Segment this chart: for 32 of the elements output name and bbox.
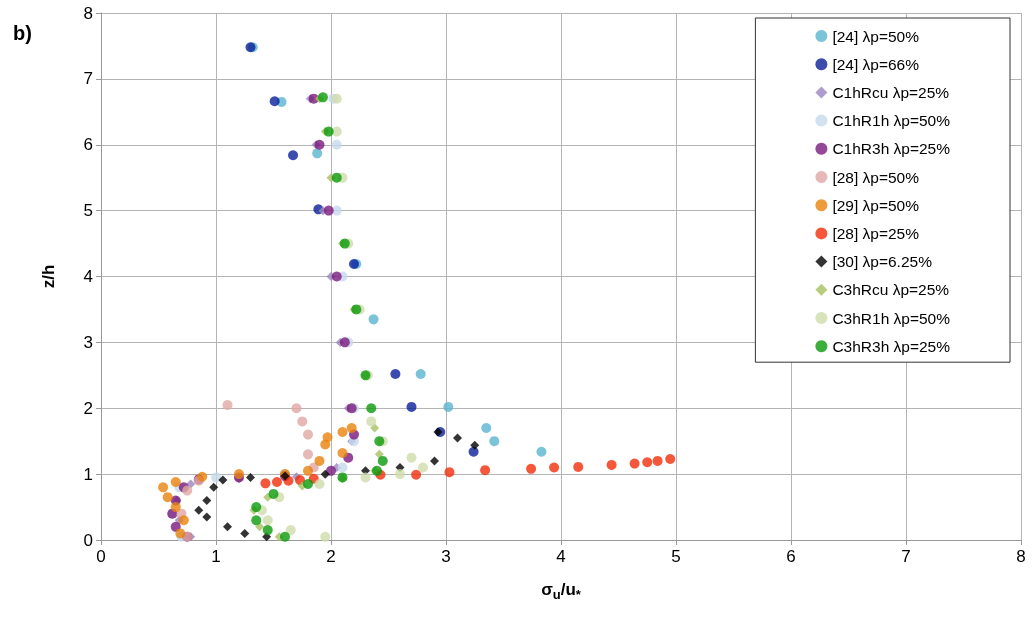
y-axis-title: z/h bbox=[39, 264, 58, 289]
x-tick-label: 6 bbox=[786, 547, 796, 566]
legend-label: [30] λp=6.25% bbox=[832, 253, 933, 271]
legend-label: C3hRcu λp=25% bbox=[832, 281, 950, 299]
y-tick-label: 7 bbox=[83, 69, 93, 89]
y-tick-label: 0 bbox=[83, 530, 93, 550]
legend-label: C1hR1h λp=50% bbox=[832, 112, 951, 130]
legend-label: C1hR3h λp=25% bbox=[832, 140, 951, 158]
legend-label: [28] λp=25% bbox=[832, 224, 920, 242]
y-tick-label: 3 bbox=[83, 332, 93, 352]
x-tick-label: 2 bbox=[326, 547, 336, 566]
x-tick-label: 8 bbox=[1016, 547, 1026, 566]
legend-label: [28] λp=50% bbox=[832, 168, 920, 186]
x-tick-label: 5 bbox=[671, 547, 681, 566]
x-tick-label: 4 bbox=[556, 547, 566, 566]
y-tick-label: 2 bbox=[83, 398, 93, 418]
y-tick-label: 6 bbox=[83, 135, 93, 155]
y-tick-label: 4 bbox=[83, 267, 93, 286]
legend-label: C3hR1h λp=50% bbox=[832, 309, 951, 327]
y-tick-label: 5 bbox=[83, 201, 93, 221]
legend-label: C3hR3h λp=25% bbox=[832, 337, 951, 355]
x-tick-label: 1 bbox=[211, 547, 221, 566]
legend-label: [24] λp=50% bbox=[832, 27, 920, 45]
legend-label: C1hRcu λp=25% bbox=[832, 83, 950, 101]
x-tick-label: 0 bbox=[96, 547, 106, 566]
x-tick-label: 3 bbox=[441, 547, 451, 566]
y-tick-label: 1 bbox=[83, 464, 93, 484]
chart-title: b) bbox=[13, 22, 32, 44]
y-tick-label: 8 bbox=[83, 3, 93, 23]
legend-label: [29] λp=50% bbox=[832, 196, 920, 214]
x-tick-label: 7 bbox=[901, 547, 911, 566]
legend-label: [24] λp=66% bbox=[832, 55, 920, 73]
